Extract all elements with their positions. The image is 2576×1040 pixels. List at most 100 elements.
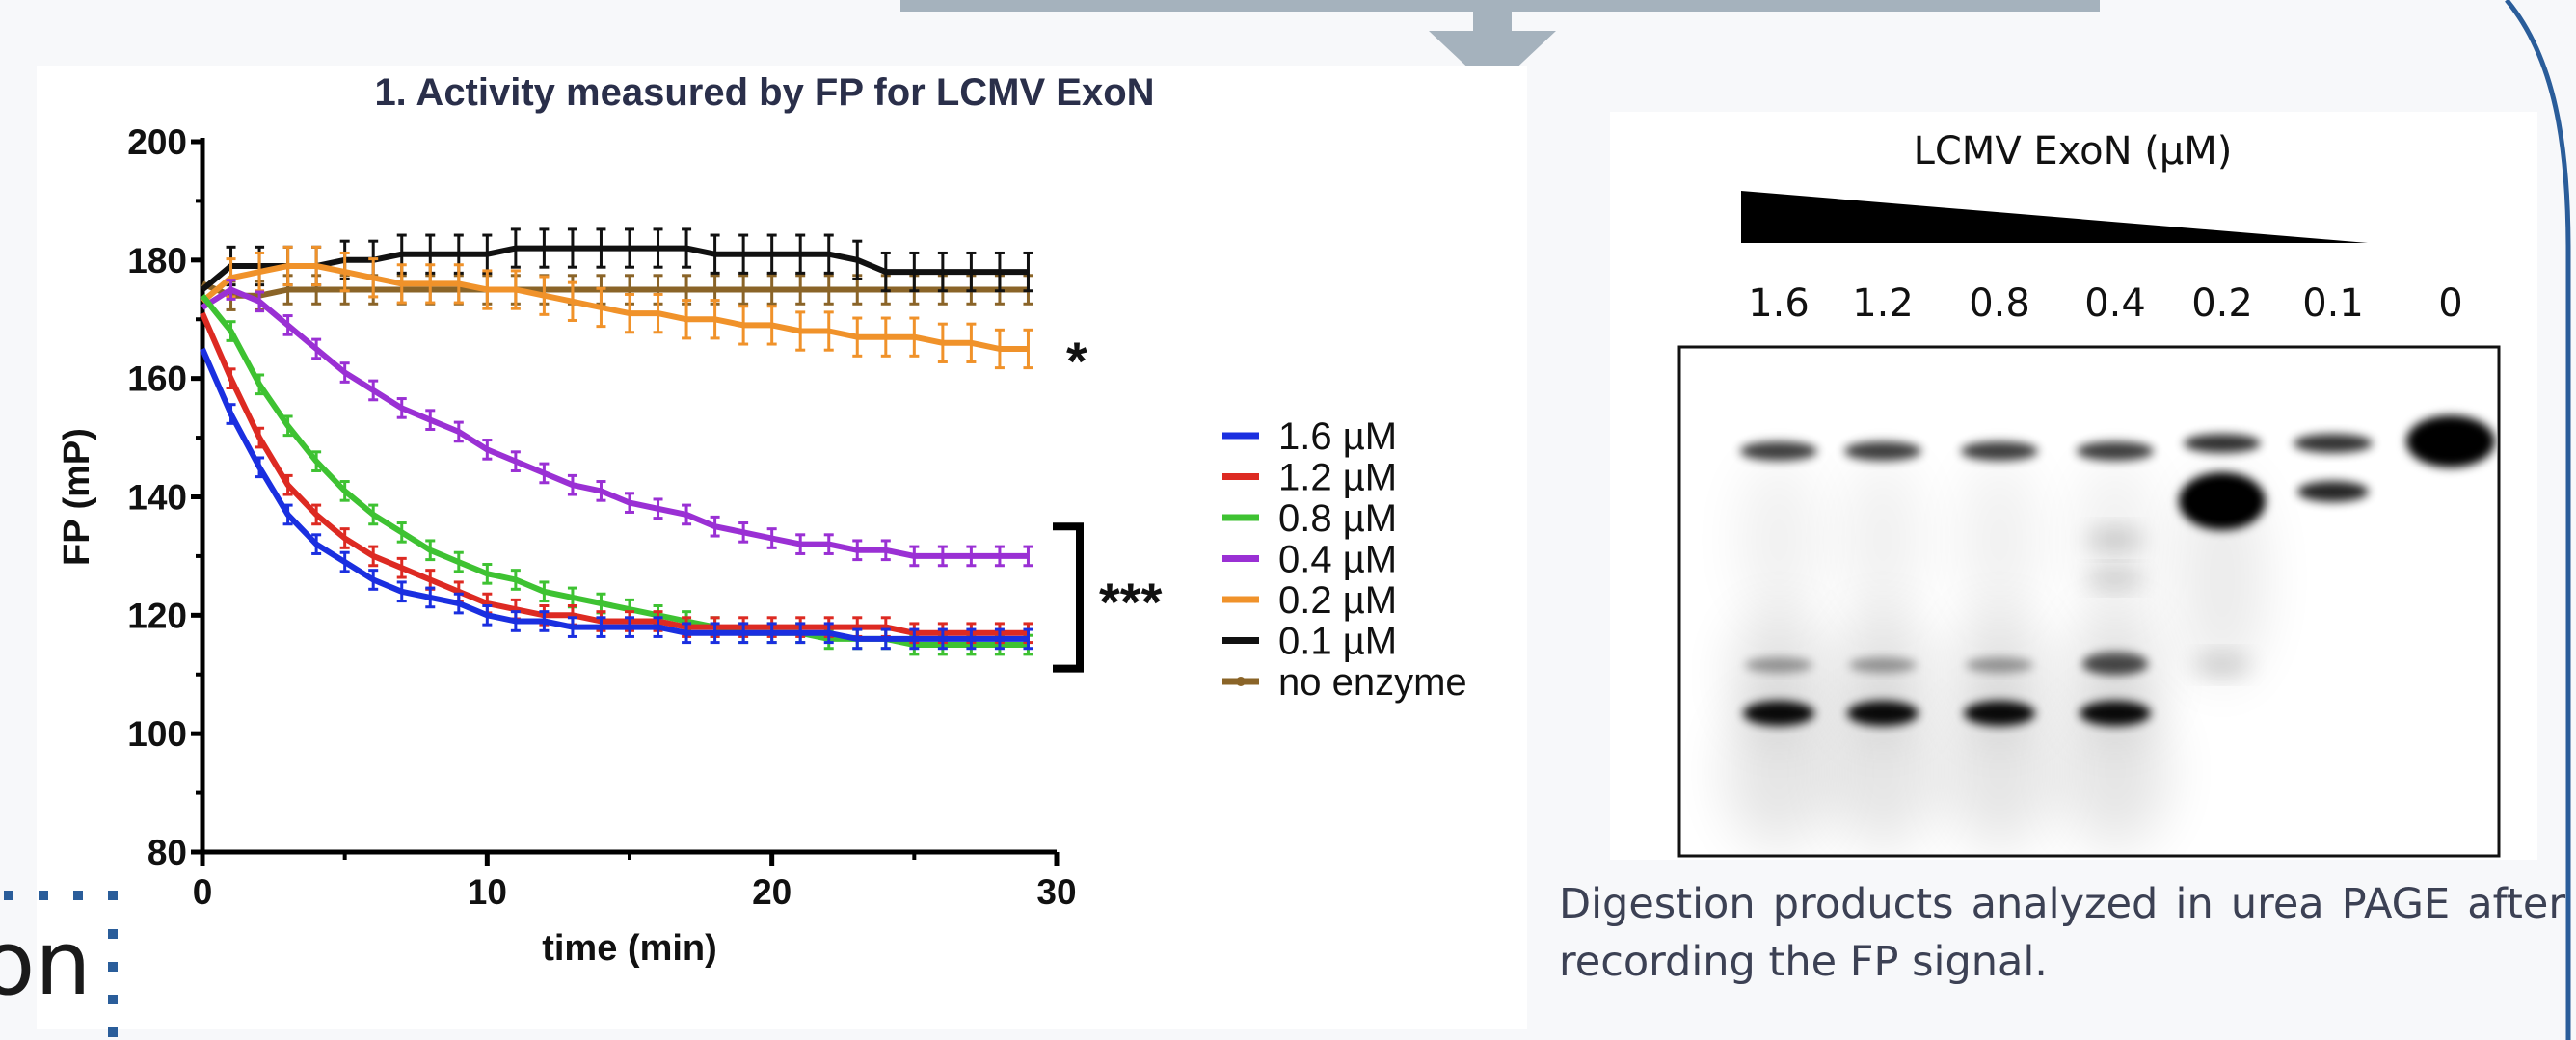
error-bar xyxy=(396,263,407,305)
error-bar xyxy=(539,462,550,485)
error-bar xyxy=(738,305,749,346)
error-bar xyxy=(282,314,293,336)
error-bar xyxy=(482,563,493,585)
legend-label: no enzyme xyxy=(1278,661,1467,704)
x-tick-label: 20 xyxy=(752,872,792,912)
chart-annotations: **** xyxy=(1053,331,1163,673)
x-tick-label: 0 xyxy=(193,872,213,912)
error-bar xyxy=(510,227,521,269)
legend-item: 0.2 µM xyxy=(1222,579,1397,622)
gel-lane-labels: 1.6 1.2 0.8 0.4 0.2 0.1 0 xyxy=(1748,281,2463,326)
x-tick-label: 10 xyxy=(468,872,507,912)
error-bar xyxy=(852,539,863,562)
legend-label: 0.8 µM xyxy=(1278,497,1397,540)
error-bar xyxy=(823,622,834,645)
error-bar xyxy=(368,379,379,402)
error-bar xyxy=(396,580,407,603)
error-bar xyxy=(937,545,948,568)
gel-band xyxy=(2294,434,2373,453)
error-bar xyxy=(653,616,663,638)
error-bar xyxy=(795,233,806,275)
concentration-wedge xyxy=(1741,191,2368,243)
error-bar xyxy=(482,604,493,627)
lane-label: 1.2 xyxy=(1852,281,1914,326)
error-bar xyxy=(880,627,891,651)
error-bar xyxy=(823,533,834,555)
error-bar xyxy=(453,263,464,305)
down-arrow-icon xyxy=(1429,0,1556,91)
slide-border-curve xyxy=(2505,0,2571,1040)
chart-axes: 80 100 120 140 160 180 200 0 10 20 30 time (min) FP … xyxy=(57,122,1077,969)
error-bar xyxy=(425,409,436,431)
error-bar xyxy=(311,337,322,360)
error-bar xyxy=(453,592,464,615)
series-line xyxy=(200,347,1029,642)
error-bar xyxy=(396,521,407,544)
error-bar xyxy=(226,403,236,425)
error-bar xyxy=(282,414,293,438)
error-bar xyxy=(510,269,521,310)
error-bar xyxy=(1023,328,1033,370)
error-bar xyxy=(909,316,920,358)
error-bar xyxy=(852,316,863,358)
gel-band xyxy=(2406,415,2495,467)
lane-label: 0.8 xyxy=(1969,281,2030,326)
series-line xyxy=(201,245,1029,292)
legend-item: 0.1 µM xyxy=(1222,621,1397,663)
error-bar xyxy=(567,227,577,269)
error-bar xyxy=(1023,627,1033,651)
lane-label: 0.2 xyxy=(2191,281,2253,326)
error-bar xyxy=(625,227,634,269)
error-bar xyxy=(909,627,920,651)
error-bar xyxy=(653,227,663,269)
legend-label: 0.2 µM xyxy=(1278,579,1397,622)
error-bar xyxy=(852,239,863,280)
legend-label: 0.1 µM xyxy=(1278,621,1397,663)
error-bar xyxy=(339,480,350,502)
error-bar xyxy=(682,299,692,340)
error-bar xyxy=(255,290,265,313)
gel-band xyxy=(2297,481,2369,502)
gel-band xyxy=(1726,694,1832,848)
error-bar xyxy=(682,227,692,269)
error-bar xyxy=(282,503,293,526)
error-bar xyxy=(425,586,436,609)
error-bar xyxy=(567,473,577,496)
y-tick-label: 160 xyxy=(127,360,187,399)
error-bar xyxy=(339,527,350,549)
error-bar xyxy=(482,439,493,461)
error-bar xyxy=(682,622,692,645)
error-bar xyxy=(539,227,550,269)
error-bar xyxy=(482,269,493,310)
error-bar xyxy=(1023,251,1033,293)
error-bar xyxy=(339,361,350,384)
error-bar xyxy=(795,310,806,352)
y-tick-label: 120 xyxy=(127,596,187,635)
error-bar xyxy=(596,227,606,269)
error-bar xyxy=(453,550,464,573)
legend-label: 1.6 µM xyxy=(1278,415,1397,458)
dotted-frame-fragment xyxy=(4,891,118,1037)
lane-label: 0.4 xyxy=(2084,281,2146,326)
error-bar xyxy=(823,310,834,352)
x-tick-label: 30 xyxy=(1036,872,1076,912)
significance-star: * xyxy=(1066,331,1087,391)
error-bar xyxy=(625,492,634,514)
series-line xyxy=(201,286,1029,559)
gel-band xyxy=(2184,434,2261,453)
error-bar xyxy=(994,328,1005,370)
error-bar xyxy=(966,627,977,651)
series-line xyxy=(201,263,1029,352)
error-bar xyxy=(567,280,577,322)
error-bar xyxy=(937,251,948,293)
gel-band xyxy=(2077,441,2154,461)
error-bar xyxy=(738,521,749,544)
gel-band xyxy=(2062,694,2168,848)
error-bar xyxy=(710,299,720,340)
error-bar xyxy=(994,251,1005,293)
error-bar xyxy=(339,550,350,573)
error-bar xyxy=(510,610,521,632)
error-bar xyxy=(368,257,379,299)
error-bar xyxy=(738,233,749,275)
